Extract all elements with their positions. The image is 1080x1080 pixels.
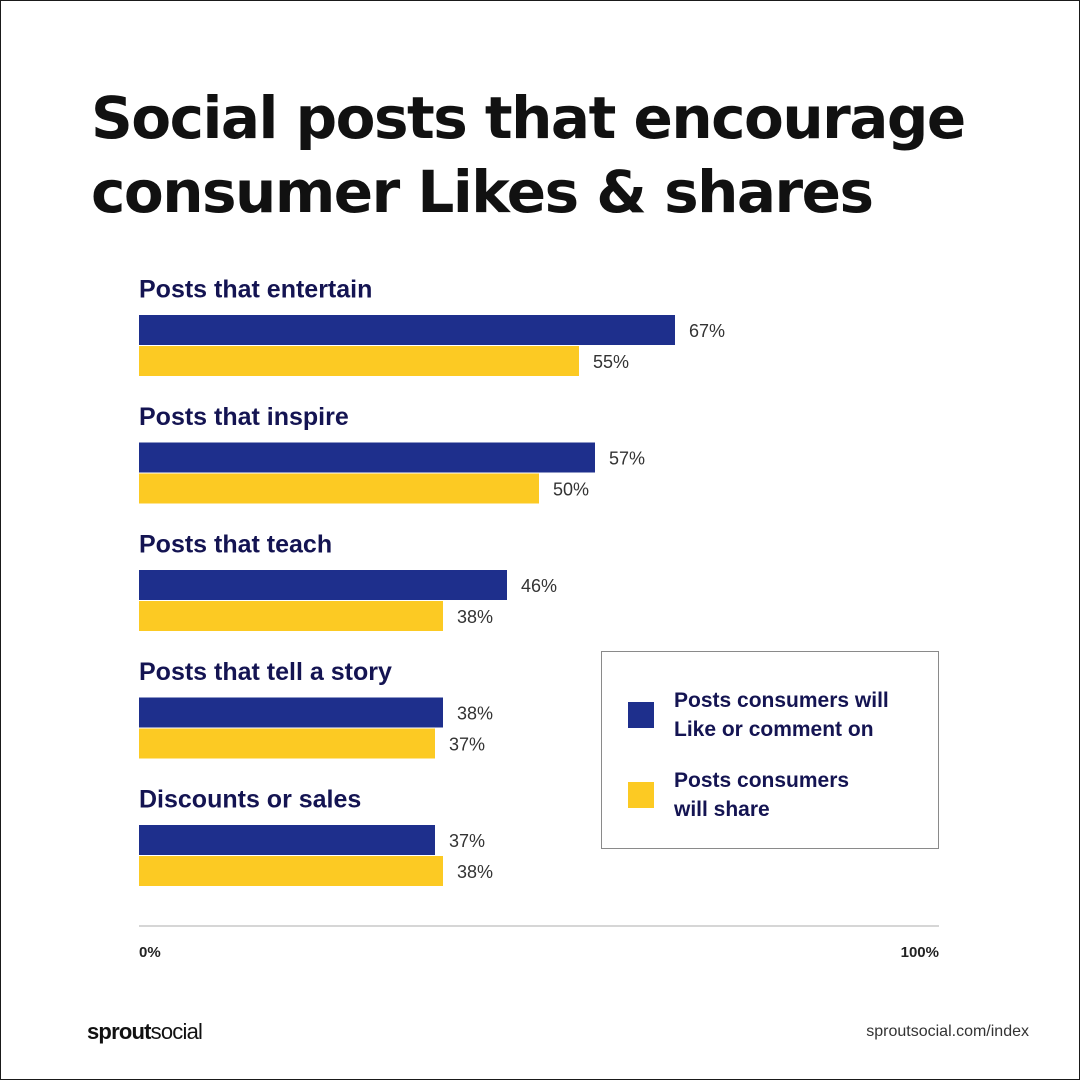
x-tick-label-max: 100% <box>901 944 939 961</box>
bar-like <box>139 825 435 855</box>
legend-swatch-like <box>628 702 654 728</box>
data-label: 55% <box>593 352 629 372</box>
legend-swatch-share <box>628 782 654 808</box>
legend-label-like: Posts consumers will Like or comment on <box>674 689 889 741</box>
title-line-1: Social posts that encourage <box>91 84 966 152</box>
sproutsocial-logo: sproutsocial <box>87 1019 203 1045</box>
data-label: 38% <box>457 703 493 723</box>
bar-share <box>139 728 435 759</box>
bar-like <box>139 570 507 600</box>
bar-like <box>139 442 595 473</box>
logo-word-sprout: sprout <box>87 1019 151 1044</box>
chart-title: Social posts that encourage consumer Lik… <box>91 81 1031 229</box>
data-label: 38% <box>457 607 493 627</box>
bar-share <box>139 856 443 886</box>
bar-share <box>139 601 443 631</box>
data-label: 57% <box>609 448 645 468</box>
category-label: Posts that entertain <box>139 276 372 304</box>
bar-like <box>139 697 443 728</box>
data-label: 38% <box>457 862 493 882</box>
data-label: 37% <box>449 734 485 754</box>
data-label: 67% <box>689 321 725 341</box>
source-url: sproutsocial.com/index <box>866 1023 1029 1040</box>
category-label: Posts that tell a story <box>139 658 392 686</box>
data-label: 37% <box>449 831 485 851</box>
logo-word-social: social <box>150 1019 203 1044</box>
bar-share <box>139 346 579 376</box>
bar-share <box>139 473 539 504</box>
data-label: 50% <box>553 479 589 499</box>
title-line-2: consumer Likes & shares <box>91 158 874 226</box>
data-label: 46% <box>521 576 557 596</box>
chart-legend: Posts consumers will Like or comment on … <box>601 651 939 849</box>
legend-label-share: Posts consumers will share <box>674 769 850 821</box>
category-label: Discounts or sales <box>139 786 361 814</box>
x-tick-label-min: 0% <box>139 944 161 961</box>
bar-like <box>139 315 675 345</box>
legend-item-like: Posts consumers will Like or comment on <box>628 686 924 744</box>
category-label: Posts that inspire <box>139 403 349 431</box>
category-label: Posts that teach <box>139 531 332 559</box>
legend-item-share: Posts consumers will share <box>628 766 924 824</box>
